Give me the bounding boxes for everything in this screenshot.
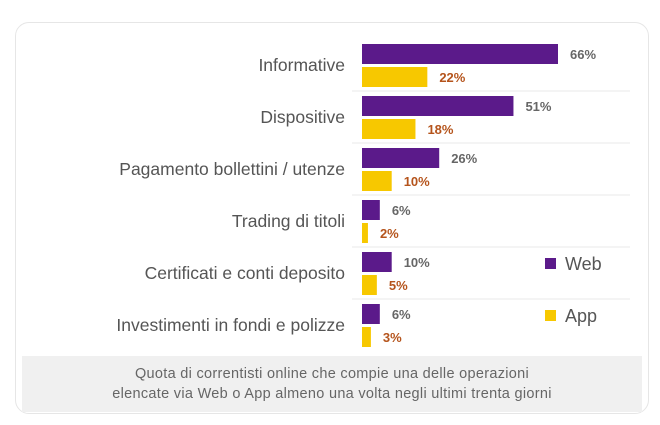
data-label-app: 2%: [380, 226, 399, 241]
category-label: Pagamento bollettini / utenze: [119, 159, 345, 179]
bar-app: [362, 171, 392, 191]
category-label: Informative: [258, 55, 345, 75]
bar-app: [362, 67, 428, 87]
data-label-web: 26%: [451, 151, 477, 166]
bar-app: [362, 223, 368, 243]
bar-web: [362, 96, 514, 116]
legend-label-web: Web: [565, 254, 602, 274]
data-label-web: 10%: [404, 255, 430, 270]
bar-web: [362, 252, 392, 272]
bar-app: [362, 119, 416, 139]
chart-card: [15, 22, 649, 414]
data-label-web: 6%: [392, 307, 411, 322]
data-label-app: 22%: [439, 70, 465, 85]
data-label-web: 51%: [525, 99, 551, 114]
data-label-web: 66%: [570, 47, 596, 62]
data-label-web: 6%: [392, 203, 411, 218]
bar-app: [362, 327, 371, 347]
legend-label-app: App: [565, 306, 597, 326]
category-label: Investimenti in fondi e polizze: [116, 315, 345, 335]
bar-web: [362, 200, 380, 220]
data-label-app: 10%: [404, 174, 430, 189]
bar-web: [362, 44, 558, 64]
caption-line-1: Quota di correntisti online che compie u…: [134, 366, 530, 382]
bar-web: [362, 304, 380, 324]
data-label-app: 3%: [383, 330, 402, 345]
data-label-app: 5%: [389, 278, 408, 293]
caption-line-2: elencate via Web o App almeno una volta …: [112, 386, 552, 402]
legend-swatch-app: [545, 310, 556, 321]
legend-swatch-web: [545, 258, 556, 269]
data-label-app: 18%: [427, 122, 453, 137]
category-label: Dispositive: [260, 107, 345, 127]
chart-caption: Quota di correntisti online che compie u…: [22, 356, 642, 412]
bar-app: [362, 275, 377, 295]
category-label: Certificati e conti deposito: [145, 263, 345, 283]
bar-web: [362, 148, 440, 168]
category-label: Trading di titoli: [232, 211, 345, 231]
